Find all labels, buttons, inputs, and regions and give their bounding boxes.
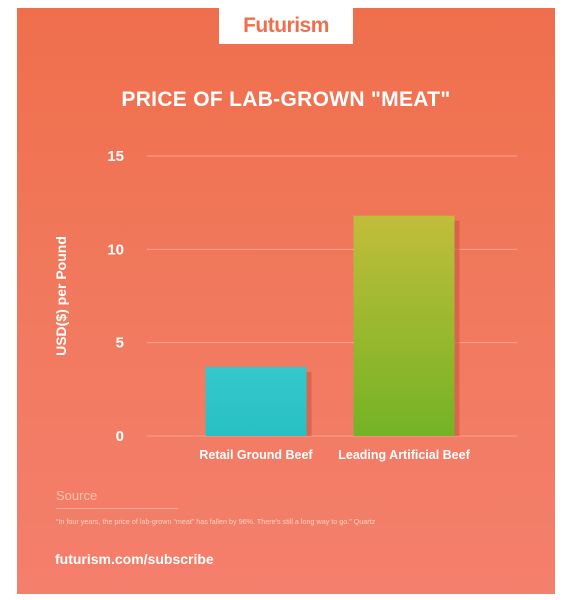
source-quote: “In four years, the price of lab-grown “… (56, 517, 376, 526)
bar-chart: 0 5 10 15 Retail Ground Beef Leading Artifici… (53, 148, 517, 462)
bar-retail-ground-beef (205, 366, 307, 436)
futurism-logo[interactable]: Futurism (219, 8, 353, 44)
bar-leading-artificial-beef (353, 215, 455, 436)
subscribe-link[interactable]: futurism.com/subscribe (55, 551, 214, 567)
source-link[interactable]: Source (56, 488, 98, 503)
y-axis-label: USD($) per Pound (53, 236, 69, 356)
x-category-label: Retail Ground Beef (199, 448, 313, 462)
y-tick-label: 10 (107, 241, 124, 258)
y-tick-label: 15 (107, 148, 124, 165)
x-category-label: Leading Artificial Beef (338, 448, 470, 462)
infographic-card: Futurism PRICE OF LAB-GROWN "MEAT" 0 5 10 1… (17, 8, 555, 594)
logo-text: Futurism (243, 14, 329, 37)
source-divider (56, 508, 178, 509)
y-tick-label: 5 (116, 335, 124, 352)
chart-title: PRICE OF LAB-GROWN "MEAT" (121, 88, 451, 111)
y-tick-label: 0 (116, 428, 124, 445)
